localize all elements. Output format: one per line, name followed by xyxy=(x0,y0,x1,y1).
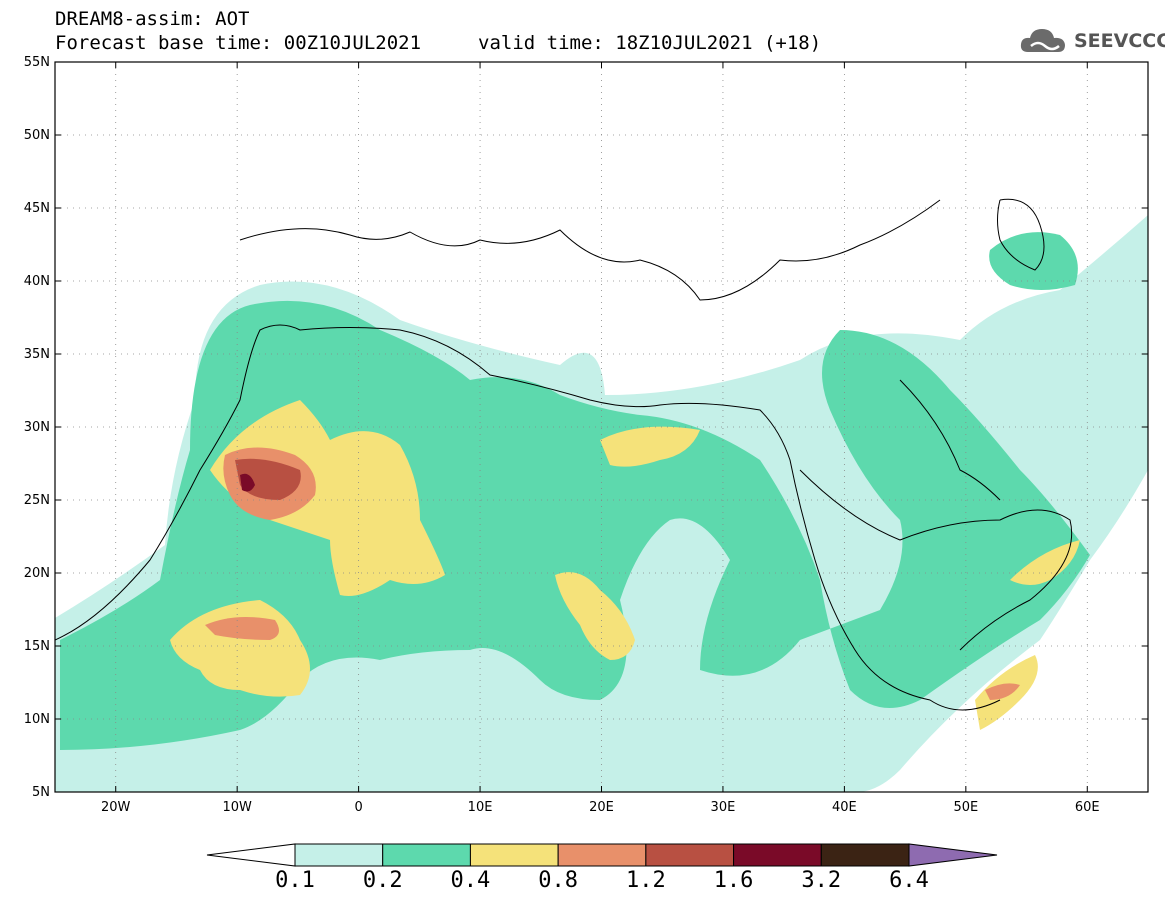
europe-coast xyxy=(239,199,941,301)
colorbar-label: 1.6 xyxy=(713,868,754,893)
colorbar-box xyxy=(469,843,559,867)
aot-zone-0.2-caspian xyxy=(989,232,1078,290)
lon-label: 20E xyxy=(589,800,614,815)
aot-colorbar xyxy=(206,843,998,867)
aot-zone-0.8-yemen xyxy=(985,683,1020,700)
axis-ticks: 55N 50N 45N 40N 35N 30N 25N 20N 15N 10N 5N 20W 10W 0 1… xyxy=(24,55,1148,815)
colorbar-label: 0.2 xyxy=(362,868,403,893)
coastlines xyxy=(55,198,1073,711)
lat-label: 25N xyxy=(24,493,50,508)
colorbar-under-triangle xyxy=(206,843,296,867)
lat-label: 10N xyxy=(24,712,50,727)
aot-zone-0.4-chad xyxy=(555,572,635,660)
lon-label: 20W xyxy=(101,800,131,815)
lat-label: 45N xyxy=(24,201,50,216)
valid-time: valid time: 18Z10JUL2021 (+18) xyxy=(478,32,822,54)
colorbar-box xyxy=(645,843,735,867)
lat-label: 30N xyxy=(24,420,50,435)
caspian-sea xyxy=(997,198,1045,271)
persian-gulf xyxy=(899,379,1001,501)
colorbar-box xyxy=(294,843,384,867)
colorbar-label: 0.4 xyxy=(450,868,491,893)
colorbar-label: 1.2 xyxy=(625,868,666,893)
lon-label: 10E xyxy=(468,800,493,815)
lon-label: 60E xyxy=(1075,800,1100,815)
arabian-coast xyxy=(799,469,1073,651)
aot-zone-0.4-arabia xyxy=(1010,540,1080,585)
forecast-base-time: Forecast base time: 00Z10JUL2021 xyxy=(55,32,422,54)
lat-label: 35N xyxy=(24,347,50,362)
colorbar-label: 6.4 xyxy=(889,868,929,893)
lat-label: 15N xyxy=(24,639,50,654)
lat-label: 50N xyxy=(24,128,50,143)
map-title: DREAM8-assim: AOT xyxy=(55,8,250,30)
lon-label: 40E xyxy=(832,800,857,815)
colorbar-over-triangle xyxy=(908,843,998,867)
lat-label: 55N xyxy=(24,55,50,70)
colorbar-label: 3.2 xyxy=(801,868,842,893)
aot-zone-0.8-mali xyxy=(205,616,279,640)
aot-zone-1.6 xyxy=(240,473,255,492)
seevccc-logo: SEEVCCC xyxy=(1018,24,1165,58)
lat-label: 5N xyxy=(32,785,50,800)
aot-zone-0.4-libya xyxy=(600,426,700,467)
logo-text: SEEVCCC xyxy=(1074,30,1165,52)
cloud-icon xyxy=(1020,29,1065,52)
colorbar-label: 0.1 xyxy=(275,868,315,893)
colorbar-box xyxy=(733,843,822,867)
lon-label: 30E xyxy=(711,800,736,815)
lat-label: 40N xyxy=(24,274,50,289)
colorbar-label: 0.8 xyxy=(538,868,579,893)
aot-contours xyxy=(55,215,1148,792)
lon-label: 10W xyxy=(222,800,252,815)
africa-coast xyxy=(55,324,1001,711)
colorbar-box xyxy=(557,843,647,867)
colorbar-box xyxy=(820,843,910,867)
lon-label: 0 xyxy=(354,800,362,815)
aot-zone-0.2 xyxy=(60,300,1090,750)
colorbar-box xyxy=(382,843,471,867)
lon-label: 50E xyxy=(953,800,978,815)
lat-label: 20N xyxy=(24,566,50,581)
map-grid xyxy=(55,62,1148,792)
